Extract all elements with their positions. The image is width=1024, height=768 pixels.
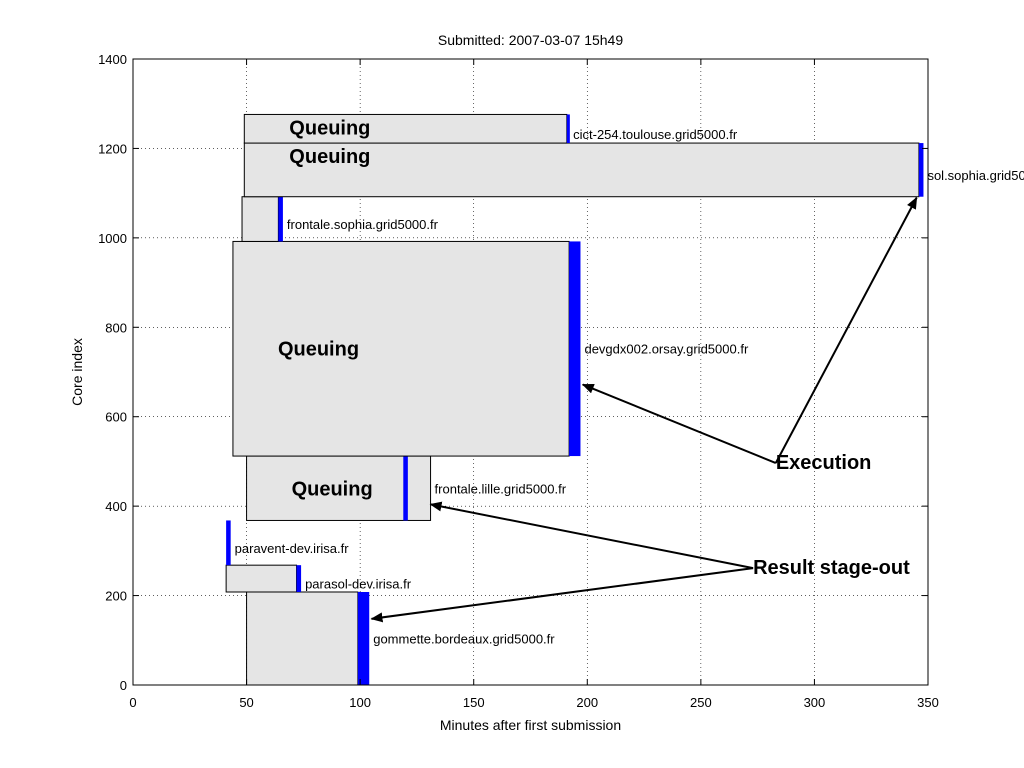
annotation-arrow [370, 567, 754, 623]
y-tick-label: 600 [105, 410, 127, 425]
y-tick-label: 1000 [98, 231, 127, 246]
chart-title: Submitted: 2007-03-07 15h49 [438, 32, 623, 48]
execution-bar [357, 591, 370, 685]
queue-bar [225, 564, 298, 593]
x-tick-label: 0 [129, 695, 136, 710]
annotation-label: Execution [776, 452, 872, 474]
queuing-label: Queuing [289, 146, 370, 168]
annotations: Execution Result stage-out [370, 196, 918, 623]
annotation-arrow [429, 501, 754, 570]
execution-bar [403, 456, 408, 521]
queue-bar [243, 142, 920, 198]
x-tick-label: 300 [804, 695, 826, 710]
queuing-label: Queuing [278, 339, 359, 361]
execution-bar [918, 143, 924, 197]
annotation-arrow [581, 383, 777, 464]
y-tick-label: 200 [105, 589, 127, 604]
x-tick-label: 200 [576, 695, 598, 710]
host-label: parasol-dev.irisa.fr [305, 577, 412, 592]
execution-bar [278, 196, 283, 242]
x-tick-label: 150 [463, 695, 485, 710]
y-tick-label: 400 [105, 499, 127, 514]
host-label: sol.sophia.grid5000.fr [927, 168, 1024, 183]
queuing-label: Queuing [289, 117, 370, 139]
x-tick-label: 350 [917, 695, 939, 710]
y-tick-label: 800 [105, 320, 127, 335]
y-tick-label: 1200 [98, 141, 127, 156]
x-axis-label: Minutes after first submission [440, 717, 621, 733]
queuing-label: Queuing [292, 478, 373, 500]
execution-bar [226, 520, 231, 566]
bar-labels: gommette.bordeaux.grid5000.fr parasol-dev… [235, 117, 1024, 646]
annotation-arrow [774, 196, 918, 464]
host-label: cict-254.toulouse.grid5000.fr [573, 127, 738, 142]
x-tick-label: 100 [349, 695, 371, 710]
queue-bar [246, 591, 359, 686]
plot-frame [132, 58, 929, 686]
host-label: paravent-dev.irisa.fr [235, 541, 350, 556]
host-label: frontale.lille.grid5000.fr [435, 481, 567, 496]
y-tick-label: 0 [120, 678, 127, 693]
execution-bar [566, 114, 570, 144]
x-tick-label: 250 [690, 695, 712, 710]
host-label: frontale.sophia.grid5000.fr [287, 217, 439, 232]
execution-bar [296, 565, 302, 592]
axis-ticks: 0 50 100 150 200 250 300 350 0 200 400 600 800 1000 12… [98, 52, 939, 710]
host-label: gommette.bordeaux.grid5000.fr [373, 631, 555, 646]
queue-bar [246, 455, 432, 521]
job-bars [225, 113, 924, 686]
queue-bar [243, 113, 568, 144]
y-tick-label: 1400 [98, 52, 127, 67]
annotation-label: Result stage-out [753, 557, 910, 579]
y-axis-label: Core index [69, 338, 85, 406]
host-label: devgdx002.orsay.grid5000.fr [584, 342, 748, 357]
x-tick-label: 50 [239, 695, 253, 710]
queue-bar [241, 196, 279, 242]
execution-bar [569, 241, 581, 457]
